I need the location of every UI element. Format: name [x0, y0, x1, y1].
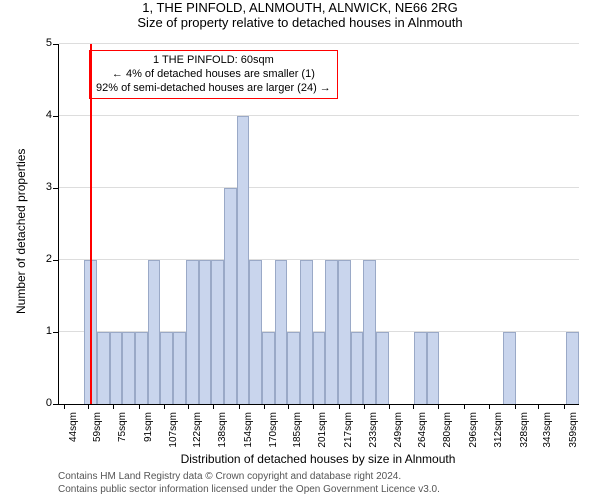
histogram-bar — [173, 332, 186, 404]
y-tick-mark — [53, 260, 58, 261]
histogram-bar — [186, 260, 199, 404]
histogram-bar — [237, 116, 250, 404]
histogram-bar — [300, 260, 313, 404]
histogram-bar — [249, 260, 262, 404]
x-tick-label: 185sqm — [292, 412, 303, 452]
x-tick-label: 217sqm — [343, 412, 354, 452]
x-tick-mark — [288, 404, 289, 409]
x-tick-mark — [264, 404, 265, 409]
annotation-line: 92% of semi-detached houses are larger (… — [96, 82, 331, 96]
gridline — [59, 115, 579, 116]
histogram-bar — [211, 260, 224, 404]
annotation-box: 1 THE PINFOLD: 60sqm← 4% of detached hou… — [89, 50, 338, 99]
y-tick-mark — [53, 116, 58, 117]
y-tick-label: 0 — [34, 397, 52, 409]
gridline — [59, 43, 579, 44]
x-tick-label: 91sqm — [143, 412, 154, 452]
y-tick-label: 1 — [34, 325, 52, 337]
annotation-line: ← 4% of detached houses are smaller (1) — [96, 68, 331, 82]
annotation-line: 1 THE PINFOLD: 60sqm — [96, 54, 331, 68]
x-tick-label: 122sqm — [192, 412, 203, 452]
x-tick-label: 249sqm — [393, 412, 404, 452]
histogram-bar — [566, 332, 579, 404]
page-subtitle: Size of property relative to detached ho… — [0, 15, 600, 30]
x-tick-label: 296sqm — [468, 412, 479, 452]
histogram-bar — [135, 332, 148, 404]
histogram-bar — [122, 332, 135, 404]
y-tick-label: 3 — [34, 181, 52, 193]
x-tick-mark — [188, 404, 189, 409]
x-tick-mark — [489, 404, 490, 409]
x-tick-label: 343sqm — [542, 412, 553, 452]
x-tick-mark — [413, 404, 414, 409]
x-tick-mark — [213, 404, 214, 409]
y-tick-mark — [53, 332, 58, 333]
histogram-bar — [287, 332, 300, 404]
y-tick-label: 4 — [34, 109, 52, 121]
credit-text: Contains HM Land Registry data © Crown c… — [58, 470, 440, 496]
histogram-bar — [275, 260, 288, 404]
chart-container: 1, THE PINFOLD, ALNMOUTH, ALNWICK, NE66 … — [0, 0, 600, 500]
y-tick-label: 2 — [34, 253, 52, 265]
gridline — [59, 259, 579, 260]
x-tick-mark — [538, 404, 539, 409]
x-tick-label: 44sqm — [68, 412, 79, 452]
x-tick-label: 280sqm — [442, 412, 453, 452]
x-tick-mark — [88, 404, 89, 409]
x-tick-label: 264sqm — [417, 412, 428, 452]
histogram-bar — [199, 260, 212, 404]
credit-line: Contains public sector information licen… — [58, 483, 440, 496]
x-tick-mark — [313, 404, 314, 409]
histogram-bar — [262, 332, 275, 404]
x-tick-mark — [239, 404, 240, 409]
histogram-bar — [338, 260, 351, 404]
x-tick-mark — [438, 404, 439, 409]
x-tick-label: 201sqm — [317, 412, 328, 452]
x-tick-mark — [339, 404, 340, 409]
x-tick-mark — [64, 404, 65, 409]
x-tick-mark — [164, 404, 165, 409]
x-tick-label: 359sqm — [568, 412, 579, 452]
histogram-bar — [414, 332, 427, 404]
x-tick-mark — [113, 404, 114, 409]
x-tick-label: 170sqm — [268, 412, 279, 452]
histogram-bar — [313, 332, 326, 404]
histogram-bar — [160, 332, 173, 404]
y-tick-label: 5 — [34, 37, 52, 49]
x-tick-label: 107sqm — [168, 412, 179, 452]
x-tick-label: 75sqm — [117, 412, 128, 452]
x-tick-mark — [515, 404, 516, 409]
subject-marker — [90, 44, 92, 404]
histogram-bar — [97, 332, 110, 404]
x-tick-mark — [364, 404, 365, 409]
x-tick-label: 154sqm — [243, 412, 254, 452]
y-tick-mark — [53, 44, 58, 45]
histogram-bar — [351, 332, 364, 404]
x-axis-title: Distribution of detached houses by size … — [58, 452, 578, 466]
histogram-bar — [363, 260, 376, 404]
x-tick-mark — [389, 404, 390, 409]
page-title: 1, THE PINFOLD, ALNMOUTH, ALNWICK, NE66 … — [0, 0, 600, 15]
x-tick-label: 312sqm — [493, 412, 504, 452]
plot-area: 1 THE PINFOLD: 60sqm← 4% of detached hou… — [58, 44, 579, 405]
histogram-bar — [224, 188, 237, 404]
x-tick-label: 138sqm — [217, 412, 228, 452]
x-tick-label: 328sqm — [519, 412, 530, 452]
histogram-bar — [427, 332, 440, 404]
y-tick-mark — [53, 188, 58, 189]
y-axis-title: Number of detached properties — [14, 149, 28, 314]
x-tick-mark — [564, 404, 565, 409]
histogram-bar — [110, 332, 123, 404]
y-tick-mark — [53, 404, 58, 405]
credit-line: Contains HM Land Registry data © Crown c… — [58, 470, 440, 483]
histogram-bar — [148, 260, 161, 404]
histogram-bar — [503, 332, 516, 404]
x-tick-label: 233sqm — [368, 412, 379, 452]
x-tick-mark — [464, 404, 465, 409]
histogram-bar — [376, 332, 389, 404]
histogram-bar — [325, 260, 338, 404]
x-tick-mark — [139, 404, 140, 409]
x-tick-label: 59sqm — [92, 412, 103, 452]
gridline — [59, 187, 579, 188]
